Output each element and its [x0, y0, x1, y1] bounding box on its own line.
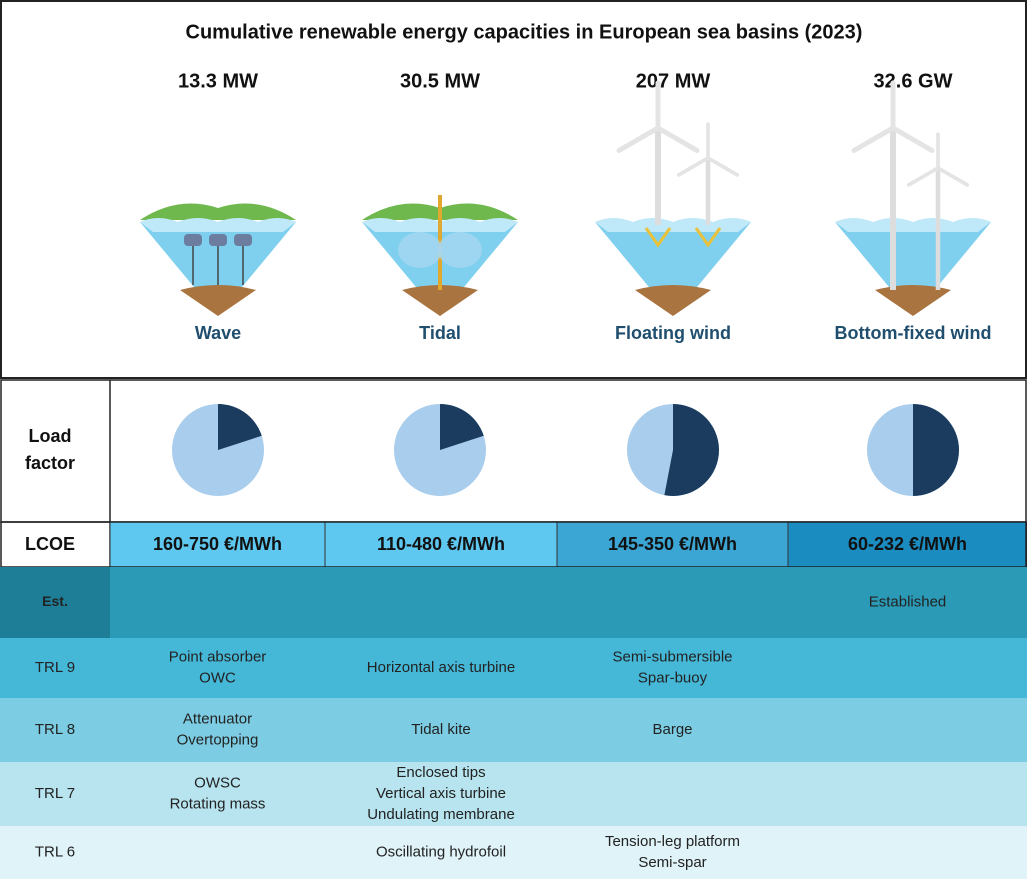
trl-label: TRL 7 — [35, 785, 75, 802]
trl-label: Est. — [42, 593, 68, 609]
tech-name: Bottom-fixed wind — [835, 323, 992, 343]
trl-label: TRL 6 — [35, 843, 75, 860]
trl-cell-text: Enclosed tips — [396, 764, 485, 781]
trl-cell-text: Undulating membrane — [367, 806, 515, 823]
row-label: factor — [25, 453, 75, 473]
row-label: Load — [29, 426, 72, 446]
sea — [595, 222, 751, 316]
trl-cell-text: Spar-buoy — [638, 669, 708, 686]
lcoe-value: 160-750 €/MWh — [153, 534, 282, 554]
blade — [676, 156, 710, 177]
lcoe-cell — [109, 521, 326, 568]
trl-label-cell — [0, 762, 110, 826]
trl-label: TRL 9 — [35, 659, 75, 676]
trl-cell-text: Tidal kite — [411, 721, 470, 738]
trl-cell-text: Rotating mass — [170, 795, 266, 812]
trl-cell-text: Attenuator — [183, 710, 252, 727]
seabed-grass — [140, 203, 296, 220]
tech-name: Tidal — [419, 323, 461, 343]
header-box — [0, 0, 1027, 379]
trl-label: TRL 8 — [35, 721, 75, 738]
trl-label-cell — [0, 638, 110, 698]
seabed — [402, 285, 478, 316]
float — [644, 227, 672, 248]
lcoe-value: 60-232 €/MWh — [848, 534, 967, 554]
trl-cell-text: OWSC — [194, 774, 241, 791]
seabed — [635, 285, 711, 316]
blade — [706, 156, 740, 177]
blade — [906, 166, 940, 187]
tidal-rotor — [398, 232, 442, 268]
seabed — [875, 285, 951, 316]
wave-device — [184, 234, 202, 246]
capacity: 207 MW — [636, 70, 711, 92]
seabed — [180, 285, 256, 316]
trl-cell-text: Overtopping — [177, 731, 259, 748]
pie-slice — [218, 404, 262, 450]
float — [694, 227, 722, 248]
trl-cell-text: Horizontal axis turbine — [367, 659, 515, 676]
pie-slice — [440, 404, 484, 450]
trl-cell-text: Barge — [652, 721, 692, 738]
blade — [655, 125, 700, 153]
sea-top — [595, 218, 751, 232]
pie-slice — [913, 404, 959, 496]
pie-slice — [664, 404, 719, 496]
trl-row — [0, 567, 1027, 638]
blade — [936, 166, 970, 187]
title: Cumulative renewable energy capacities i… — [186, 21, 863, 43]
lcoe-cell — [556, 521, 789, 568]
tech-name: Floating wind — [615, 323, 731, 343]
capacity: 13.3 MW — [178, 70, 258, 92]
lcoe-value: 145-350 €/MWh — [608, 534, 737, 554]
trl-label-cell — [0, 826, 110, 879]
trl-label-cell — [0, 567, 110, 638]
trl-row — [0, 638, 1027, 698]
sea-top — [140, 218, 296, 232]
trl-cell-text: Semi-submersible — [612, 648, 732, 665]
sea-top — [835, 218, 991, 232]
trl-cell-text: Oscillating hydrofoil — [376, 843, 506, 860]
wave-device — [234, 234, 252, 246]
trl-row — [0, 826, 1027, 879]
capacity: 30.5 MW — [400, 70, 480, 92]
trl-cell-text: OWC — [199, 669, 236, 686]
tech-name: Wave — [195, 323, 241, 343]
trl-row — [0, 698, 1027, 762]
trl-row — [0, 762, 1027, 826]
trl-cell-text: Tension-leg platform — [605, 833, 740, 850]
trl-label-cell — [0, 698, 110, 762]
row-label: LCOE — [25, 534, 75, 554]
lcoe-cell — [324, 521, 558, 568]
wave-device — [209, 234, 227, 246]
trl-cell-text: Vertical axis turbine — [376, 785, 506, 802]
trl-cell-text: Established — [869, 593, 947, 610]
lcoe-value: 110-480 €/MWh — [377, 534, 505, 554]
tidal-rotor — [438, 232, 482, 268]
lcoe-cell — [787, 521, 1027, 568]
trl-cell-text: Semi-spar — [638, 854, 706, 871]
sea — [835, 222, 991, 316]
blade — [890, 125, 935, 153]
capacity: 32.6 GW — [874, 70, 953, 92]
blade — [616, 125, 661, 153]
trl-cell-text: Point absorber — [169, 648, 267, 665]
blade — [851, 125, 896, 153]
